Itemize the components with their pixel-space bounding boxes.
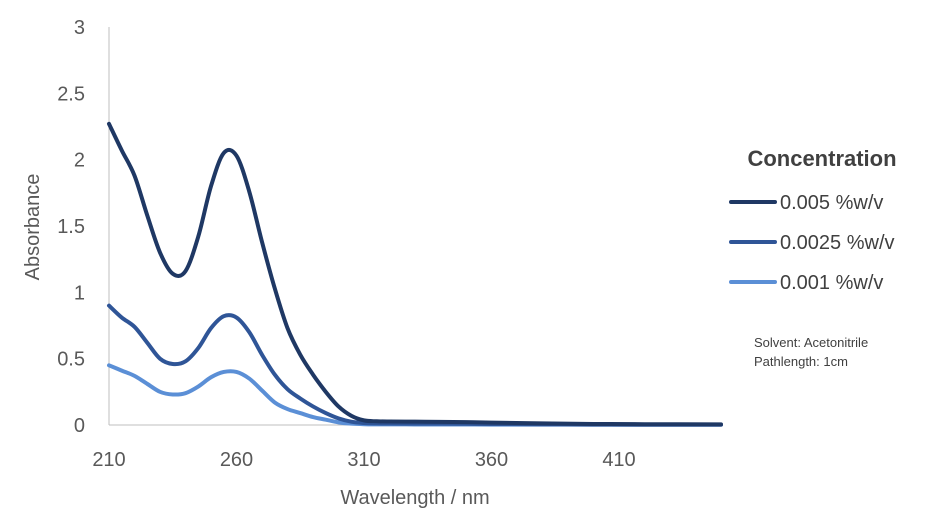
x-tick-label: 210 (92, 449, 125, 471)
x-axis-title: Wavelength / nm (340, 487, 489, 509)
plot-series (107, 121, 723, 427)
x-axis: 210 260 310 360 410 (92, 424, 721, 471)
x-tick-label: 410 (602, 449, 635, 471)
legend-label: 0.005 %w/v (780, 192, 883, 214)
series-line-00025 (107, 303, 723, 427)
note-pathlength: Pathlength: 1cm (754, 354, 848, 369)
y-tick-label: 3 (74, 17, 85, 39)
note-solvent: Solvent: Acetonitrile (754, 335, 868, 350)
series-line-0005 (107, 121, 723, 427)
y-tick-label: 0 (74, 415, 85, 437)
x-tick-label: 260 (220, 449, 253, 471)
y-tick-label: 2 (74, 150, 85, 172)
y-axis: 0 0.5 1 1.5 2 2.5 3 (57, 17, 110, 437)
legend-title: Concentration (747, 146, 896, 171)
x-tick-label: 360 (475, 449, 508, 471)
y-tick-label: 1 (74, 282, 85, 304)
x-tick-label: 310 (347, 449, 380, 471)
y-tick-label: 0.5 (57, 349, 85, 371)
y-axis-title: Absorbance (22, 174, 44, 281)
legend-label: 0.001 %w/v (780, 272, 883, 294)
legend-label: 0.0025 %w/v (780, 232, 895, 254)
y-tick-label: 2.5 (57, 83, 85, 105)
y-tick-label: 1.5 (57, 216, 85, 238)
legend: Concentration 0.005 %w/v 0.0025 %w/v 0.001… (729, 146, 897, 294)
series-line-0001 (107, 363, 723, 427)
